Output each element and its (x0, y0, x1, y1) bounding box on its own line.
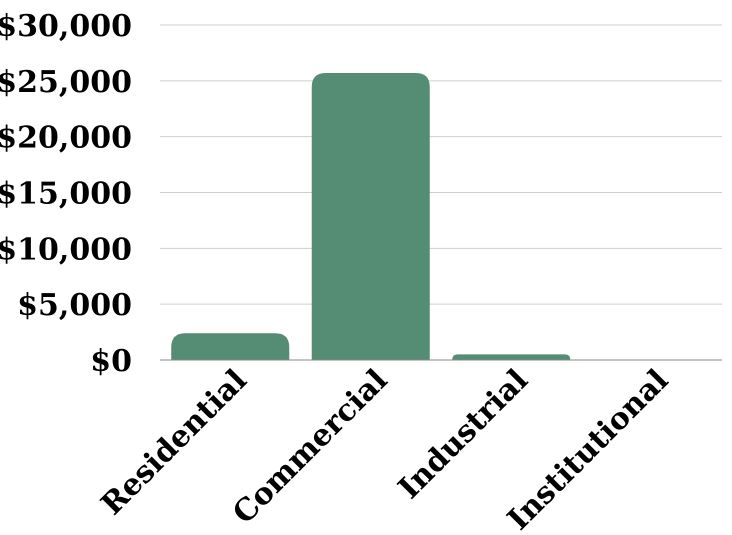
y-axis-tick-labels: $0 $5,000 $10,000 $15,000 $20,000 $25,000 $30,… (0, 9, 132, 379)
x-tick-label: Industrial (392, 363, 535, 506)
y-tick-label: $5,000 (17, 288, 132, 323)
y-tick-label: $25,000 (0, 65, 132, 100)
y-tick-label: $0 (90, 344, 132, 379)
y-tick-label: $30,000 (0, 9, 132, 44)
bar-industrial (452, 354, 571, 360)
gridlines (160, 24, 722, 305)
y-tick-label: $10,000 (0, 232, 132, 267)
bar-commercial (311, 73, 430, 361)
x-tick-label: Residential (95, 363, 254, 522)
y-tick-label: $20,000 (0, 121, 132, 156)
bar-residential (171, 333, 290, 360)
y-tick-label: $15,000 (0, 177, 132, 212)
bars (171, 73, 571, 361)
x-axis-category-labels: ResidentialCommercialIndustrialInstituti… (95, 363, 676, 535)
